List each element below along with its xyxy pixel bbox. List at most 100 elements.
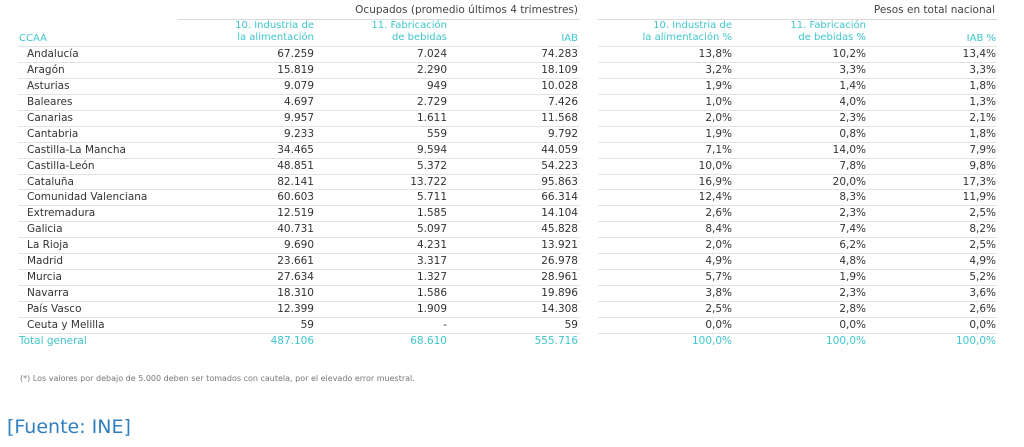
- bebidas-pct-cell: 1,4%: [839, 79, 866, 92]
- bebidas-cell: -: [443, 318, 447, 331]
- table-body: Andalucía 67.259 7.024 74.283 Aragón 15.819 2.…: [18, 47, 580, 350]
- table-row: Navarra 18.310 1.586 19.896: [18, 286, 580, 302]
- bebidas-pct-cell: 0,0%: [839, 318, 866, 331]
- iab-pct-cell: 13,4%: [962, 48, 996, 60]
- bebidas-cell: 5.097: [416, 223, 447, 236]
- alimentacion-pct-cell: 4,9%: [705, 255, 732, 268]
- table-row: 0,0% 0,0% 0,0%: [598, 318, 997, 334]
- alimentacion-pct-cell: 16,9%: [698, 175, 732, 188]
- group-divider: [598, 19, 997, 20]
- iab-cell: 66.314: [541, 191, 578, 204]
- alimentacion-pct-cell: 2,5%: [705, 303, 732, 315]
- bebidas-pct-cell: 2,3%: [839, 287, 866, 300]
- ccaa-cell: Extremadura: [27, 207, 96, 220]
- total-row: Total general 487.106 68.610 555.716: [18, 334, 580, 350]
- iab-cell: 44.059: [541, 143, 578, 156]
- bebidas-cell: 1.585: [416, 207, 447, 220]
- iab-cell: 95.863: [541, 175, 578, 188]
- alimentacion-cell: 487.106: [270, 334, 314, 347]
- iab-cell: 18.109: [541, 63, 578, 76]
- iab-pct-cell: 2,6%: [969, 303, 996, 315]
- ccaa-cell: Navarra: [27, 287, 69, 300]
- table-row: 7,1% 14,0% 7,9%: [598, 143, 997, 159]
- bebidas-pct-cell: 2,8%: [839, 303, 866, 315]
- alimentacion-cell: 9.957: [283, 111, 314, 124]
- table-row: País Vasco 12.399 1.909 14.308: [18, 302, 580, 318]
- bebidas-pct-cell: 7,4%: [839, 223, 866, 236]
- alimentacion-pct-cell: 2,6%: [705, 207, 732, 220]
- iab-pct-cell: 3,3%: [969, 63, 996, 76]
- ccaa-cell: Castilla-León: [27, 159, 95, 172]
- alimentacion-pct-cell: 12,4%: [698, 191, 732, 204]
- table-row: 1,0% 4,0% 1,3%: [598, 95, 997, 111]
- header-iab-pct: IAB %: [966, 33, 996, 44]
- table-row: Cataluña 82.141 13.722 95.863: [18, 175, 580, 191]
- ccaa-cell: La Rioja: [27, 239, 69, 252]
- bebidas-pct-cell: 4,8%: [839, 255, 866, 268]
- header-ccaa: CCAA: [19, 33, 47, 44]
- iab-pct-cell: 2,5%: [969, 239, 996, 252]
- iab-cell: 9.792: [547, 127, 578, 140]
- bebidas-pct-cell: 1,9%: [839, 271, 866, 284]
- bebidas-cell: 1.611: [416, 111, 447, 124]
- alimentacion-pct-cell: 3,8%: [705, 287, 732, 300]
- iab-cell: 555.716: [534, 334, 578, 347]
- iab-pct-cell: 11,9%: [962, 191, 996, 204]
- table-row: Asturias 9.079 949 10.028: [18, 79, 580, 95]
- iab-cell: 10.028: [541, 79, 578, 92]
- bebidas-cell: 1.909: [416, 303, 447, 315]
- bebidas-pct-cell: 2,3%: [839, 207, 866, 220]
- alimentacion-pct-cell: 8,4%: [705, 223, 732, 236]
- group-divider: [178, 19, 580, 20]
- table-row: Canarias 9.957 1.611 11.568: [18, 111, 580, 127]
- table-row: 2,0% 2,3% 2,1%: [598, 111, 997, 127]
- table-row: La Rioja 9.690 4.231 13.921: [18, 238, 580, 255]
- iab-pct-cell: 2,1%: [969, 111, 996, 124]
- ccaa-cell: Canarias: [27, 111, 73, 124]
- table-row: 2,5% 2,8% 2,6%: [598, 302, 997, 318]
- alimentacion-cell: 34.465: [277, 143, 314, 156]
- bebidas-cell: 2.290: [416, 63, 447, 76]
- group-title-ocupados: Ocupados (promedio últimos 4 trimestres): [355, 4, 578, 16]
- employment-table: Ocupados (promedio últimos 4 trimestres)…: [18, 0, 580, 360]
- ccaa-cell: Ceuta y Melilla: [27, 318, 105, 331]
- alimentacion-cell: 82.141: [277, 175, 314, 188]
- table-row: 8,4% 7,4% 8,2%: [598, 222, 997, 239]
- alimentacion-cell: 67.259: [277, 48, 314, 60]
- source-link[interactable]: [Fuente: INE]: [7, 416, 131, 438]
- iab-cell: 54.223: [541, 159, 578, 172]
- table-row: Madrid 23.661 3.317 26.978: [18, 254, 580, 271]
- bebidas-pct-cell: 20,0%: [832, 175, 866, 188]
- bebidas-cell: 13.722: [410, 175, 447, 188]
- alimentacion-pct-cell: 1,0%: [705, 95, 732, 108]
- table-row: Murcia 27.634 1.327 28.961: [18, 270, 580, 287]
- table-row: Cantabria 9.233 559 9.792: [18, 127, 580, 143]
- alimentacion-pct-cell: 2,0%: [705, 239, 732, 252]
- alimentacion-pct-cell: 1,9%: [705, 79, 732, 92]
- iab-pct-cell: 1,8%: [969, 127, 996, 140]
- bebidas-pct-cell: 8,3%: [839, 191, 866, 204]
- iab-cell: 19.896: [541, 287, 578, 300]
- table-row: Castilla-León 48.851 5.372 54.223: [18, 159, 580, 175]
- table-row: 1,9% 0,8% 1,8%: [598, 127, 997, 143]
- bebidas-pct-cell: 4,0%: [839, 95, 866, 108]
- ccaa-cell: Cantabria: [27, 127, 79, 140]
- iab-pct-cell: 9,8%: [969, 159, 996, 172]
- table-row: Andalucía 67.259 7.024 74.283: [18, 47, 580, 63]
- table-row: Aragón 15.819 2.290 18.109: [18, 63, 580, 79]
- table-row: 3,8% 2,3% 3,6%: [598, 286, 997, 302]
- iab-cell: 59: [564, 318, 578, 331]
- alimentacion-pct-cell: 5,7%: [705, 271, 732, 284]
- alimentacion-cell: 48.851: [277, 159, 314, 172]
- header-fabricacion-bebidas: 11. Fabricación de bebidas: [371, 20, 447, 43]
- iab-pct-cell: 3,6%: [969, 287, 996, 300]
- iab-cell: 14.104: [541, 207, 578, 220]
- iab-cell: 74.283: [541, 48, 578, 60]
- iab-cell: 13.921: [541, 239, 578, 252]
- table-row: 10,0% 7,8% 9,8%: [598, 159, 997, 175]
- alimentacion-cell: 9.690: [283, 239, 314, 252]
- bebidas-cell: 2.729: [416, 95, 447, 108]
- ccaa-cell: Baleares: [27, 95, 73, 108]
- iab-pct-cell: 17,3%: [962, 175, 996, 188]
- table-row: 13,8% 10,2% 13,4%: [598, 47, 997, 63]
